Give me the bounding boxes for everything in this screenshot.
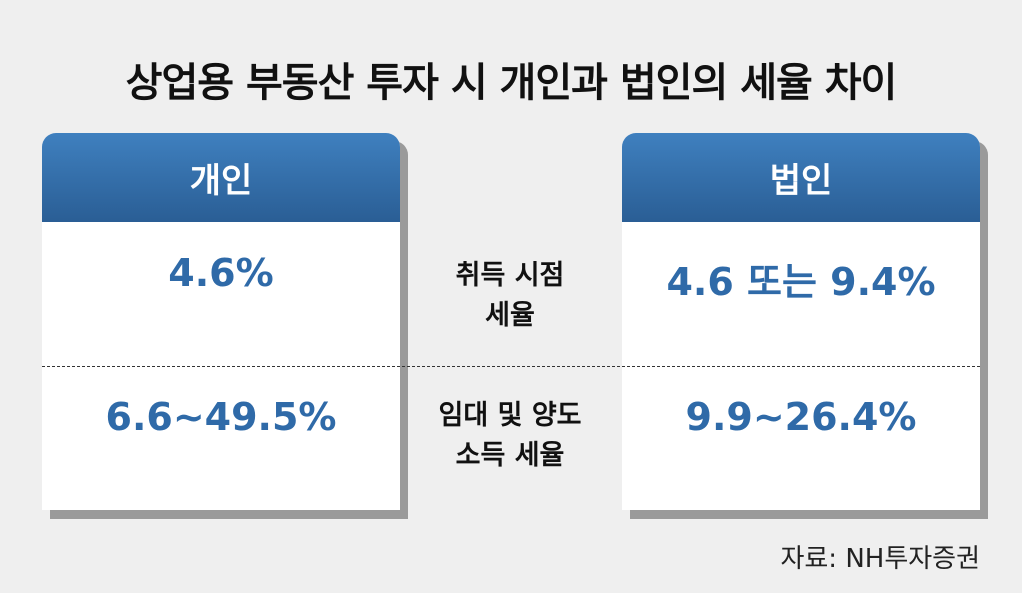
row-label-line: 소득 세율 [455,440,565,471]
value: 9.9~26.4% [685,395,917,439]
column-header: 법인 [622,133,980,222]
source: 자료: NH투자증권 [780,544,980,574]
value: 4.6% [168,251,274,295]
card: 개인 4.6% 6.6~49.5% [42,133,400,510]
row-label-line: 세율 [485,300,535,331]
title: 상업용 부동산 투자 시 개인과 법인의 세율 차이 [125,60,898,106]
row-label-line: 임대 및 양도 [438,400,582,431]
value: 4.6 또는 9.4% [666,260,936,304]
value: 6.6~49.5% [105,395,337,439]
row-label: 취득 시점 세율 [410,256,610,336]
row-label: 임대 및 양도 소득 세율 [410,396,610,476]
row-label-line: 취득 시점 [455,260,565,291]
divider [42,366,980,367]
column-header: 개인 [42,133,400,222]
card: 법인 4.6 또는 9.4% 9.9~26.4% [622,133,980,510]
